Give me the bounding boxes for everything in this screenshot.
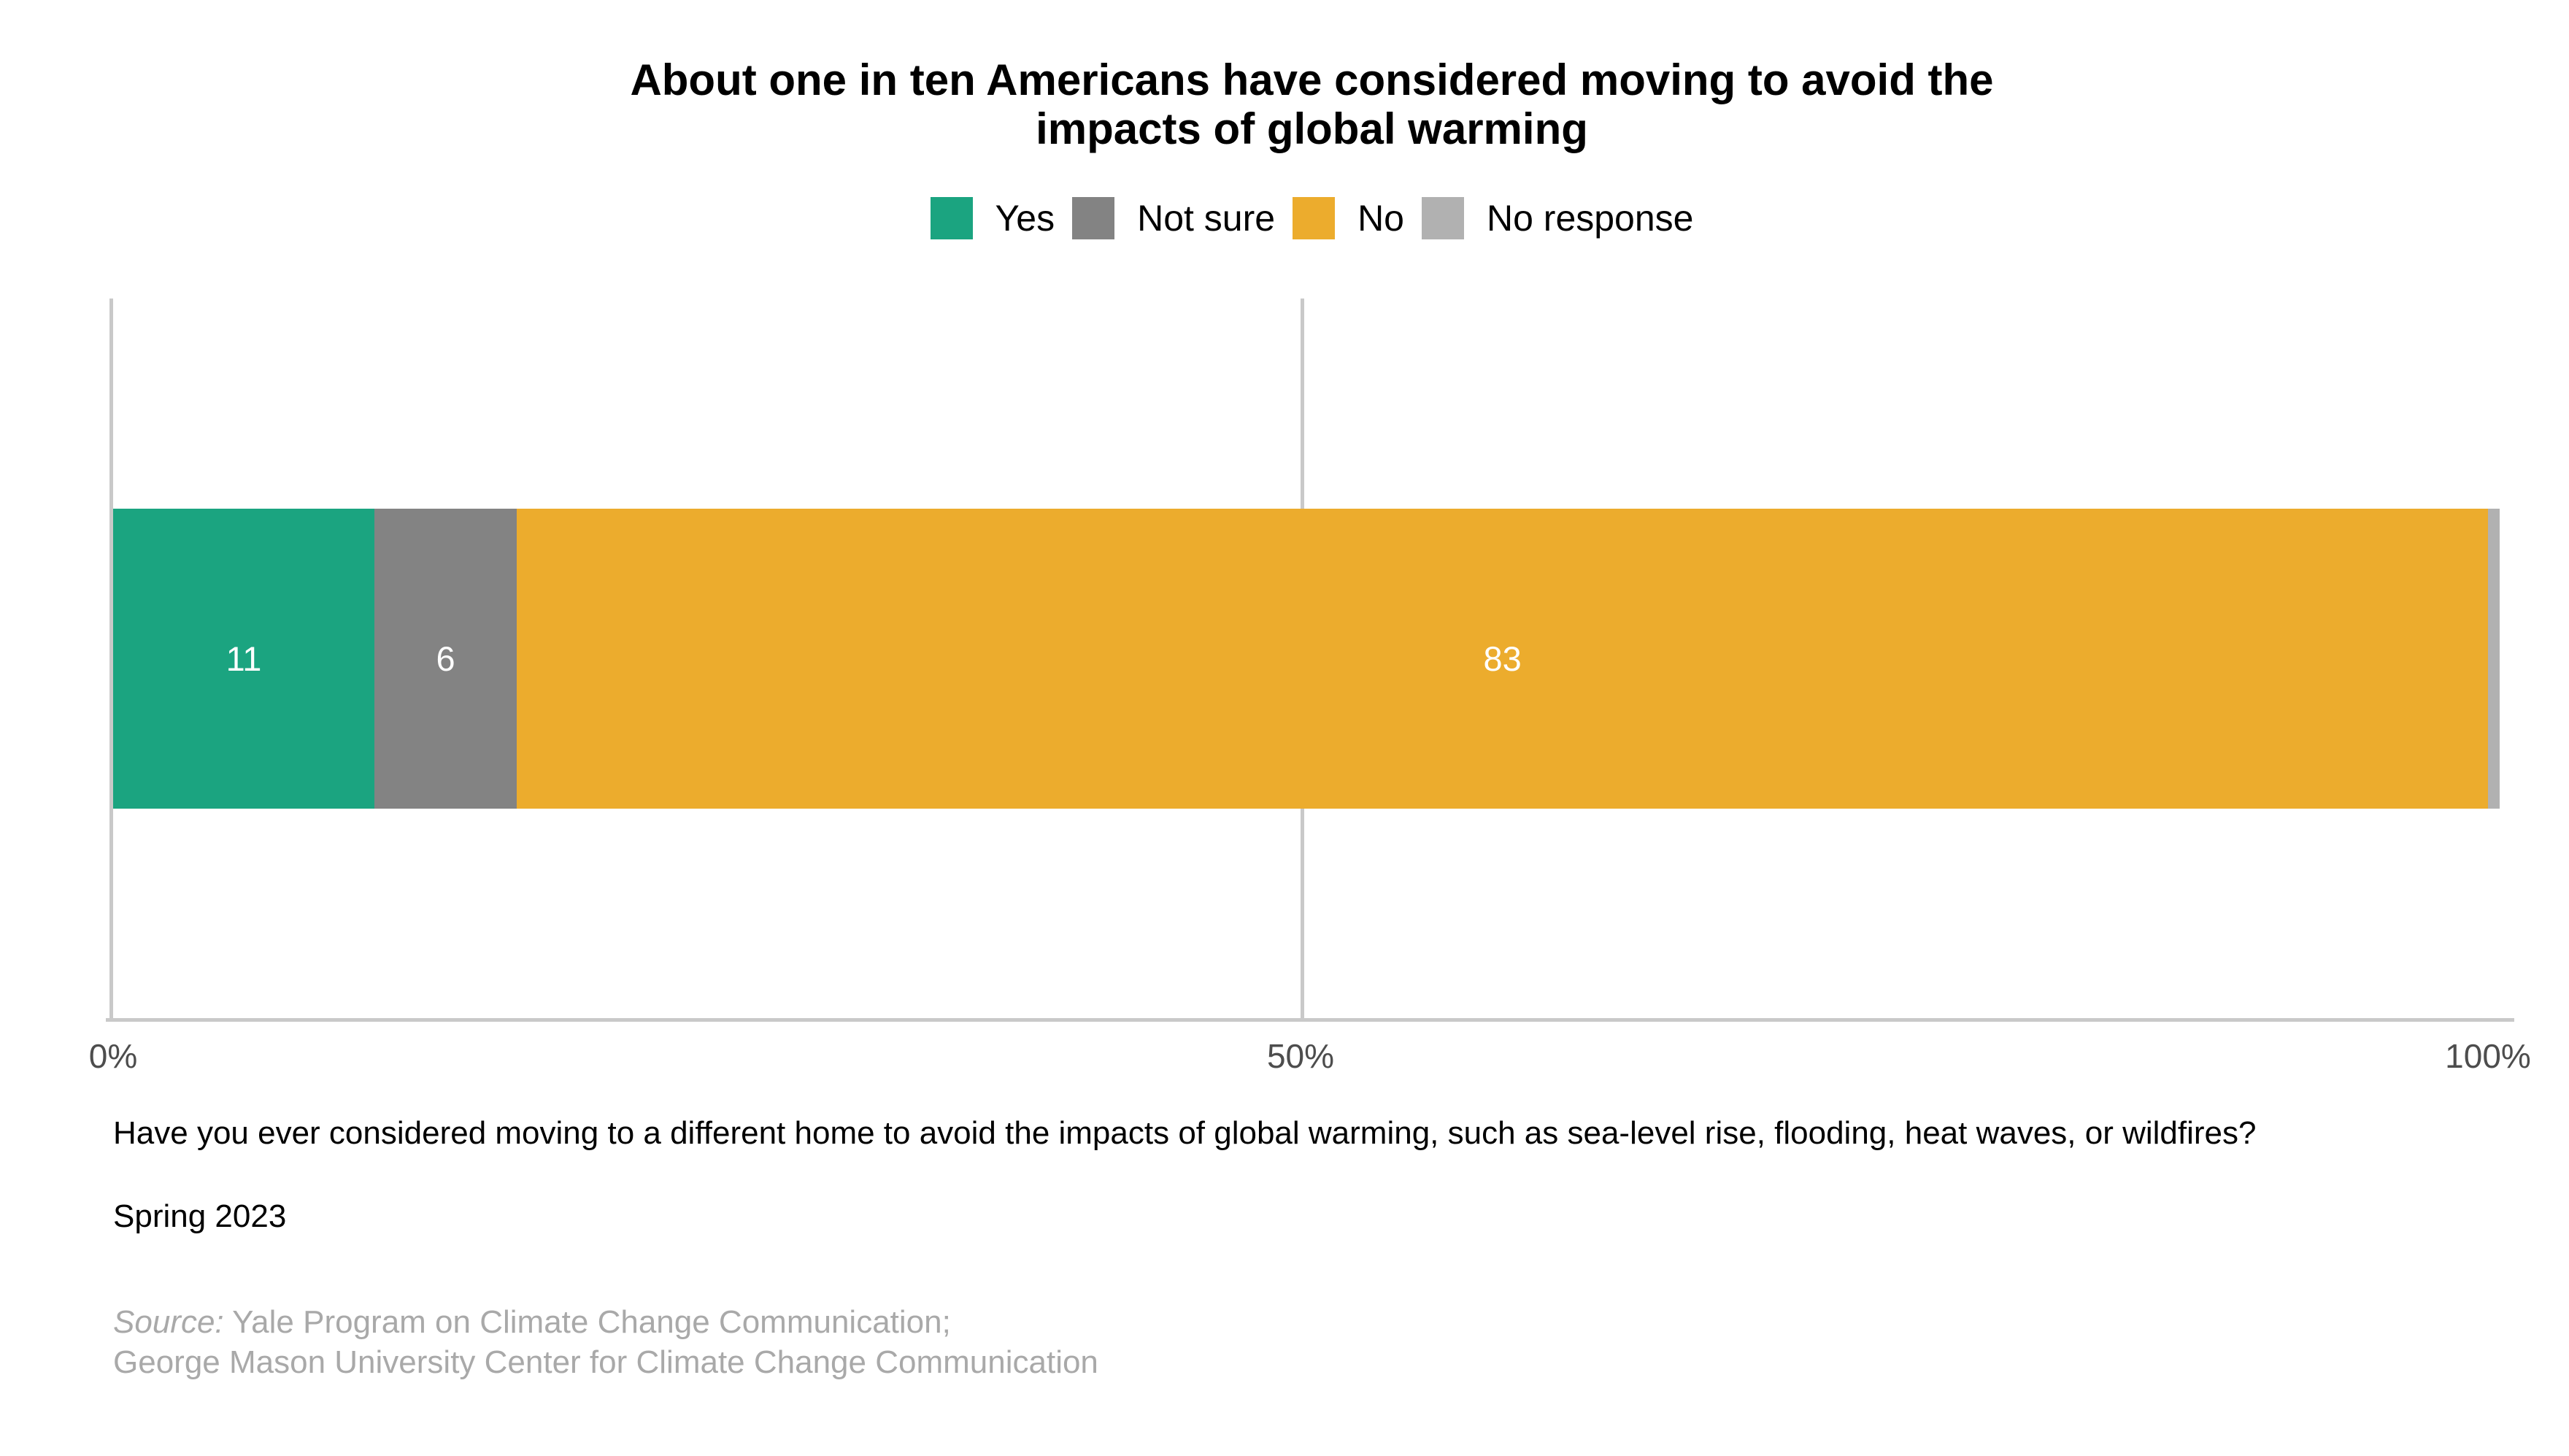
x-tick-50: 50% <box>1266 1037 1335 1075</box>
chart-title-line2: impacts of global warming <box>1036 104 1588 153</box>
legend-item-no: No <box>1293 197 1404 239</box>
x-axis-ticks: 0% 50% 100% <box>89 1036 2531 1080</box>
legend-label-not-sure: Not sure <box>1137 198 1276 239</box>
legend-swatch-no-response <box>1421 197 1464 239</box>
survey-question-text: Have you ever considered moving to a dif… <box>113 1115 2257 1151</box>
y-axis-line <box>109 298 113 1022</box>
bar-segment-no: 83 <box>517 509 2488 809</box>
legend-label-yes: Yes <box>995 198 1055 239</box>
source-prefix: Source: <box>113 1304 224 1340</box>
source-attribution: Source: Yale Program on Climate Change C… <box>113 1302 1719 1382</box>
legend-item-yes: Yes <box>930 197 1055 239</box>
legend-swatch-not-sure <box>1072 197 1115 239</box>
x-tick-0: 0% <box>88 1037 138 1075</box>
x-axis-line <box>106 1018 2514 1022</box>
chart-title-line1: About one in ten Americans have consider… <box>630 55 1994 104</box>
source-line2: George Mason University Center for Clima… <box>113 1344 1098 1380</box>
plot-area: 11 6 83 <box>106 298 2514 1022</box>
bar-segment-not-sure: 6 <box>374 509 517 809</box>
chart-legend: Yes Not sure No No response <box>113 197 2511 239</box>
legend-label-no: No <box>1357 198 1404 239</box>
source-line1: Yale Program on Climate Change Communica… <box>232 1304 951 1340</box>
bar-segment-no-response <box>2487 509 2500 809</box>
legend-item-no-response: No response <box>1421 197 1694 239</box>
stacked-bar: 11 6 83 <box>113 509 2500 809</box>
legend-swatch-no <box>1293 197 1336 239</box>
bar-value-yes: 11 <box>226 639 262 678</box>
bar-value-not-sure: 6 <box>436 639 455 678</box>
survey-wave-label: Spring 2023 <box>113 1198 287 1234</box>
chart-title: About one in ten Americans have consider… <box>113 55 2511 153</box>
legend-swatch-yes <box>930 197 973 239</box>
x-tick-100: 100% <box>2445 1037 2531 1075</box>
bar-segment-yes: 11 <box>113 509 374 809</box>
legend-item-not-sure: Not sure <box>1072 197 1275 239</box>
legend-label-no-response: No response <box>1486 198 1694 239</box>
bar-value-no: 83 <box>1483 639 1522 678</box>
